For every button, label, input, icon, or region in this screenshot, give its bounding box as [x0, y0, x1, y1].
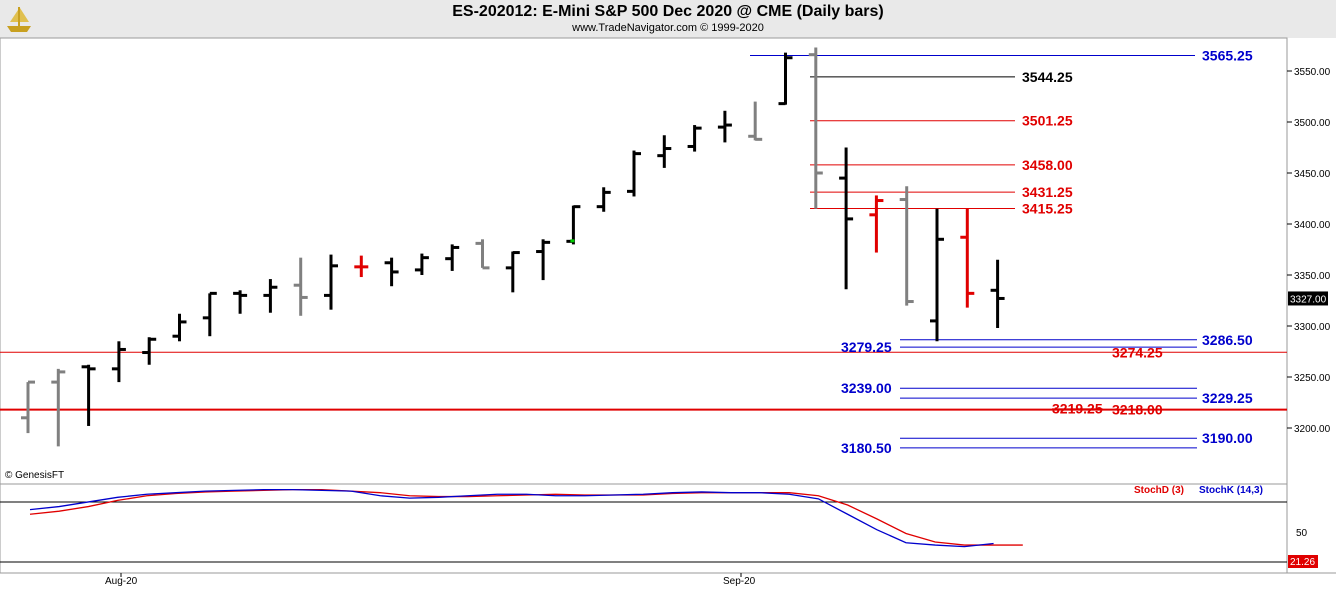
price-tick-label: 3300.00 — [1294, 322, 1331, 333]
ohlc-bar — [748, 101, 763, 141]
ohlc-bar — [990, 259, 1005, 329]
level-label-l3565: 3565.25 — [1202, 47, 1253, 63]
stoch-axis-label: 50 — [1296, 528, 1308, 539]
stoch-k-line — [29, 488, 994, 548]
ohlc-bar — [717, 110, 732, 143]
stoch-last-value: 21.26 — [1290, 557, 1315, 568]
level-label-l3218: 3218.00 — [1112, 402, 1163, 418]
level-label-l3544: 3544.25 — [1022, 69, 1073, 85]
level-label-l3458: 3458.00 — [1022, 157, 1073, 173]
ohlc-bar — [475, 239, 490, 270]
ohlc-bar — [627, 150, 641, 197]
ohlc-bar — [51, 368, 66, 447]
level-label-l3501: 3501.25 — [1022, 113, 1073, 129]
level-label-l3219: 3219.25 — [1052, 400, 1103, 416]
ohlc-bar — [293, 257, 308, 316]
signal-marker — [570, 239, 575, 243]
ohlc-bar — [202, 291, 217, 337]
level-label-l3286: 3286.50 — [1202, 332, 1253, 348]
level-label-l3180: 3180.50 — [841, 440, 892, 456]
ohlc-bar — [233, 290, 248, 314]
ohlc-bar — [839, 147, 854, 290]
level-label-l3431: 3431.25 — [1022, 184, 1073, 200]
ohlc-bar — [414, 253, 429, 275]
price-tick-label: 3450.00 — [1294, 169, 1331, 180]
main-panel — [0, 37, 1288, 485]
ohlc-bar — [384, 257, 399, 287]
level-label-l3190: 3190.00 — [1202, 430, 1253, 446]
chart-header — [0, 0, 1336, 38]
watermark-text: © GenesisFT — [5, 470, 64, 481]
ohlc-bar — [81, 364, 96, 426]
ohlc-bar — [172, 313, 187, 342]
ohlc-bar — [142, 337, 157, 365]
price-tick-label: 3200.00 — [1294, 424, 1331, 435]
ohlc-bar — [930, 208, 944, 342]
ohlc-bar — [778, 52, 793, 106]
level-label-l3239: 3239.00 — [841, 380, 892, 396]
chart-subtitle: www.TradeNavigator.com © 1999-2020 — [572, 22, 764, 34]
last-price-label: 3327.00 — [1290, 294, 1327, 305]
ohlc-bar — [687, 125, 702, 152]
chart-title: ES-202012: E-Mini S&P 500 Dec 2020 @ CME… — [452, 3, 884, 20]
ohlc-bar — [657, 135, 672, 168]
stoch-panel — [0, 483, 1288, 574]
ohlc-bar — [445, 244, 460, 271]
price-tick-label: 3350.00 — [1294, 271, 1331, 282]
stoch-k-label: StochK (14,3) — [1199, 485, 1263, 496]
ohlc-bar — [111, 341, 126, 383]
ohlc-bar — [263, 279, 278, 313]
price-tick-label: 3550.00 — [1294, 67, 1331, 78]
ohlc-bar — [808, 47, 823, 209]
ship-logo-icon — [7, 7, 31, 32]
ohlc-bar — [505, 251, 520, 293]
stoch-d-line — [29, 488, 1023, 546]
ohlc-bar — [869, 195, 884, 253]
ohlc-bar — [21, 380, 35, 434]
ohlc-bar — [354, 255, 369, 278]
stoch-last-box — [1288, 555, 1318, 568]
ohlc-bar — [536, 239, 551, 281]
time-label-sep: Sep-20 — [723, 576, 756, 587]
ohlc-bar — [960, 208, 975, 308]
time-label-aug: Aug-20 — [105, 576, 138, 587]
level-label-l3279: 3279.25 — [841, 339, 892, 355]
level-label-l3274: 3274.25 — [1112, 344, 1163, 360]
last-price-box — [1288, 291, 1328, 306]
ohlc-bar — [596, 187, 611, 212]
ohlc-bar — [899, 186, 914, 306]
price-tick-label: 3500.00 — [1294, 118, 1331, 129]
stoch-d-label: StochD (3) — [1134, 485, 1184, 496]
price-tick-label: 3400.00 — [1294, 220, 1331, 231]
price-tick-label: 3250.00 — [1294, 373, 1331, 384]
ohlc-bar — [324, 254, 338, 310]
level-label-l3229: 3229.25 — [1202, 390, 1253, 406]
level-label-l3415: 3415.25 — [1022, 200, 1073, 216]
